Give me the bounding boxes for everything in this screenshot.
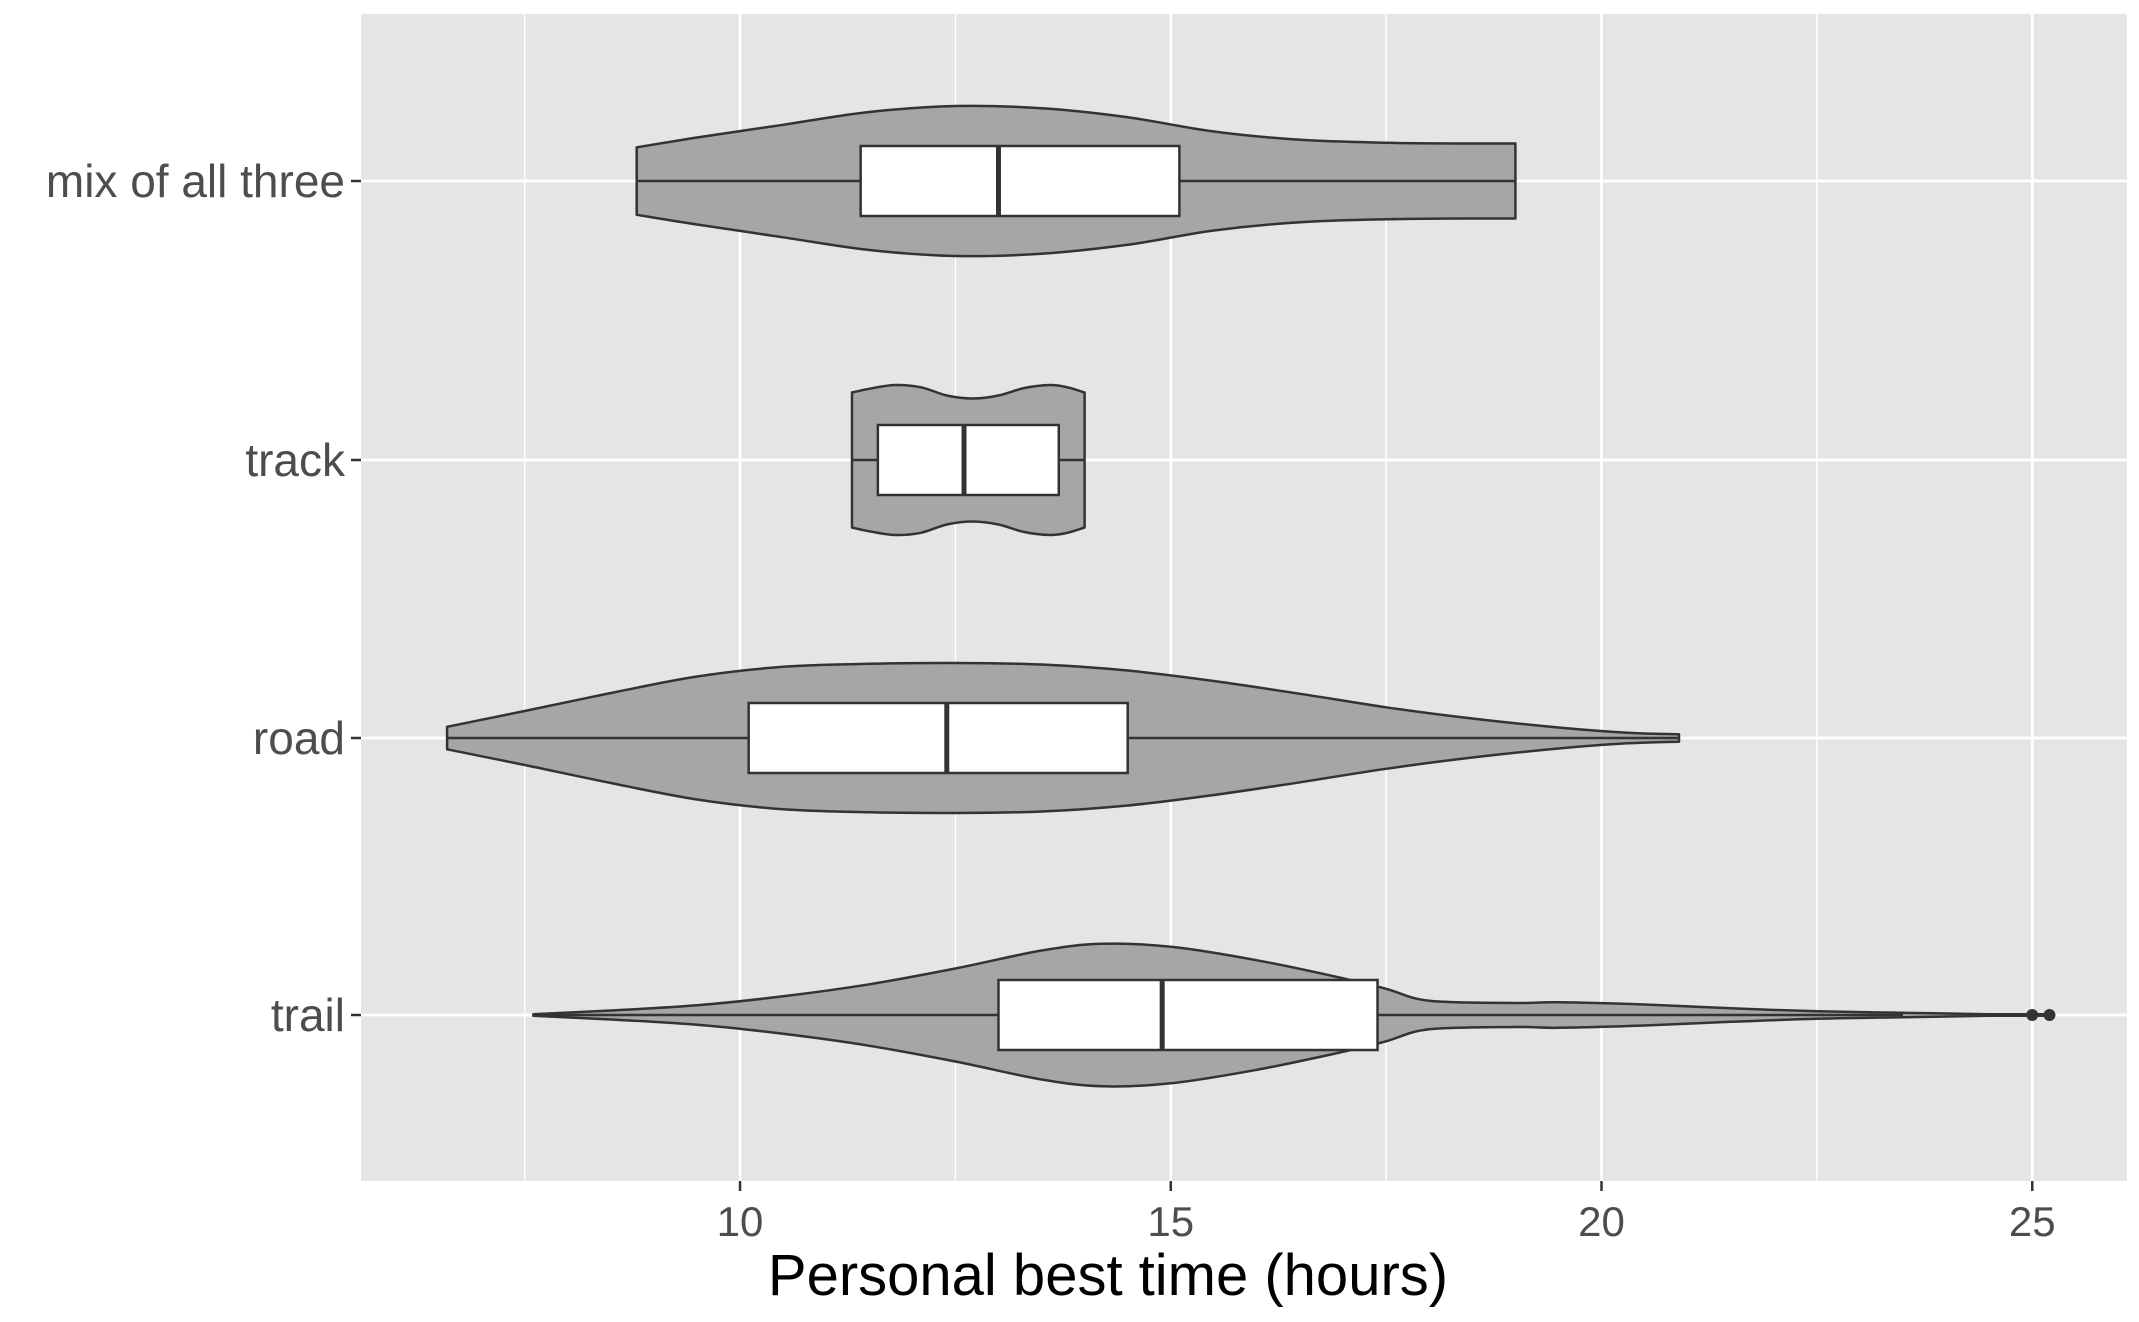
x-tick-label: 15 [1147,1198,1194,1245]
box [747,701,1129,775]
y-axis: trail road track mix of all three [46,155,361,1041]
x-axis-title: Personal best time (hours) [768,1243,1448,1308]
violin-group [445,661,1681,815]
x-tick-label: 10 [717,1198,764,1245]
violin-group [635,104,1517,258]
violin-group [850,383,1086,537]
y-category-label: trail [271,989,345,1041]
outlier-point [2043,1009,2056,1021]
x-tick-label: 20 [1578,1198,1625,1245]
violin-group [532,942,2056,1088]
x-axis: 10 15 20 25 [717,1181,2056,1245]
y-category-label: road [253,712,345,764]
box [859,144,1181,218]
violins [445,104,2056,1088]
y-category-label: track [245,434,346,486]
x-tick-label: 25 [2009,1198,2056,1245]
y-category-label: mix of all three [46,155,345,207]
box [997,978,1379,1052]
box [876,423,1061,497]
outlier-point [2026,1009,2039,1021]
